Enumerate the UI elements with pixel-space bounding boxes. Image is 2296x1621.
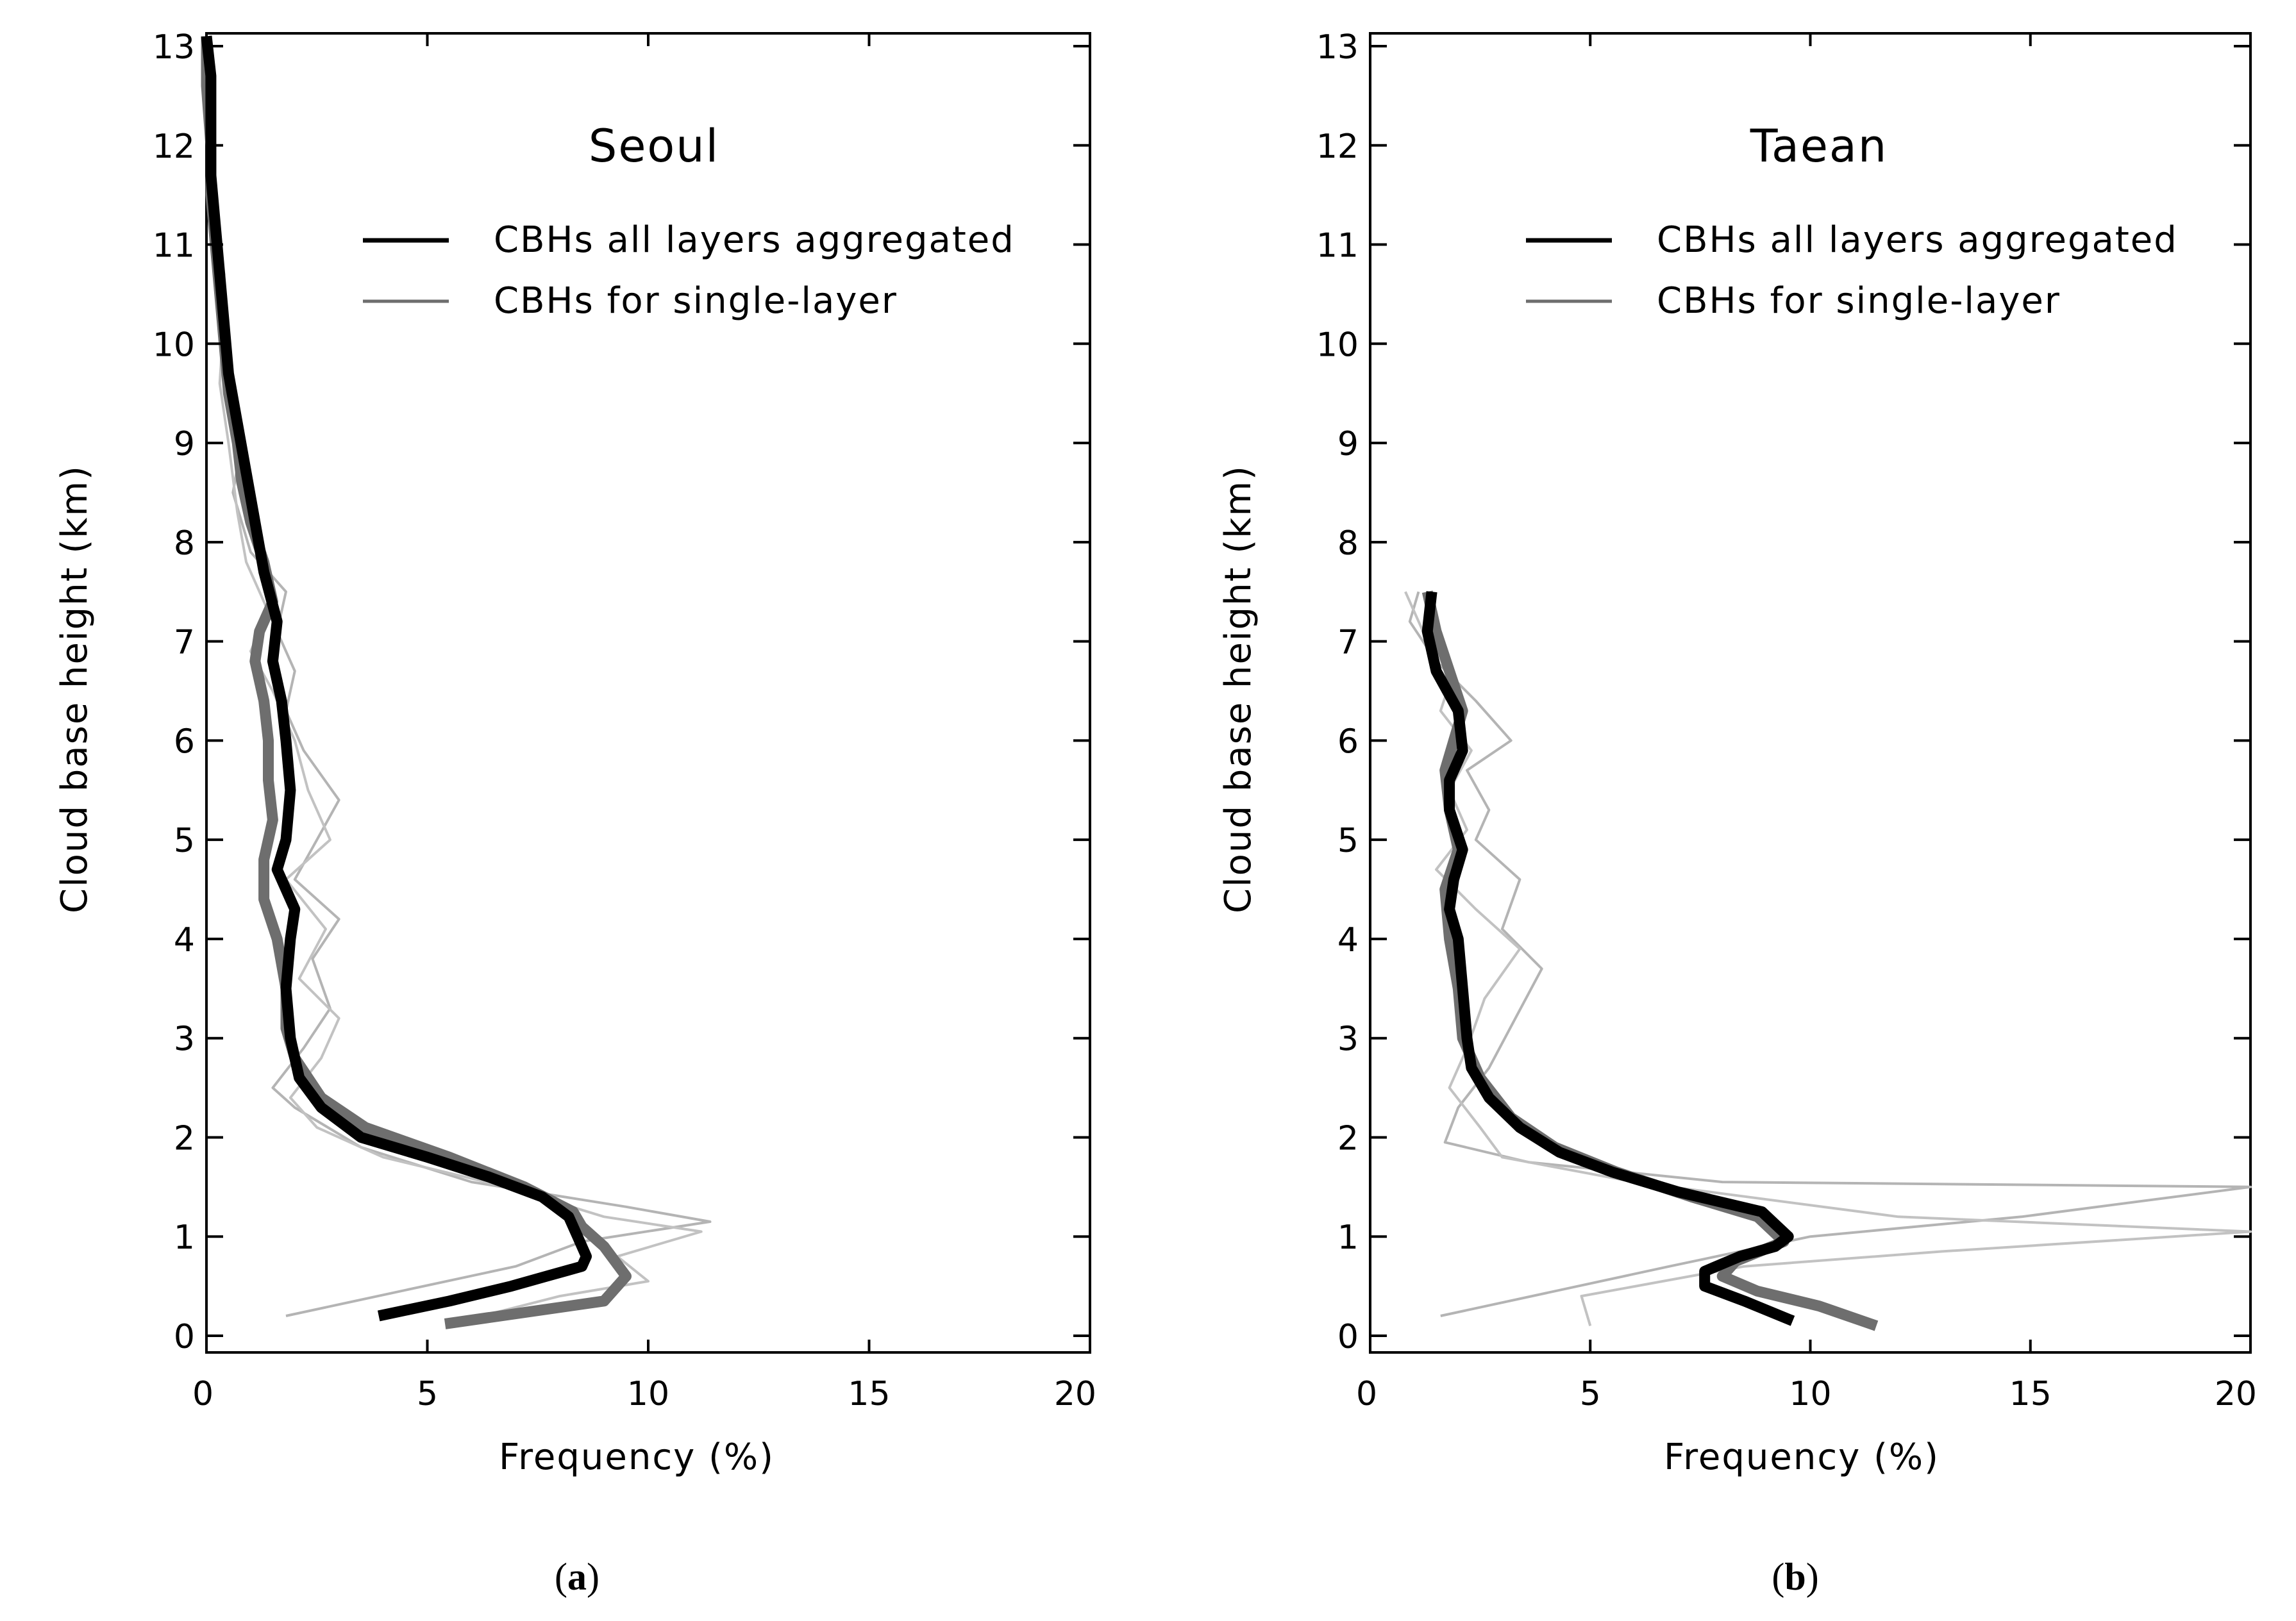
x-tick-label-5-seoul: 5 [417, 1375, 438, 1413]
legend-taean: CBHs all layers aggregated CBHs for sing… [1526, 219, 2178, 322]
chart-title-seoul: Seoul [589, 120, 719, 172]
series-line-cbhs-all-layers-aggregated-taean [1421, 591, 1795, 1326]
y-axis-title-seoul: Cloud base height (km) [54, 465, 96, 913]
y-tick-label-10-seoul: 10 [153, 326, 195, 364]
caption-a: (a) [555, 1556, 599, 1598]
caption-b-close: ) [1806, 1556, 1819, 1598]
y-tick-label-12-seoul: 12 [153, 128, 195, 166]
x-tick-label-15-seoul: 15 [848, 1375, 890, 1413]
y-tick-label-6-seoul: 6 [174, 722, 195, 761]
caption-b: (b) [1772, 1556, 1818, 1598]
y-tick-label-3-seoul: 3 [174, 1020, 195, 1059]
y-tick-label-7-taean: 7 [1337, 624, 1359, 662]
x-tick-label-20-taean: 20 [2215, 1375, 2257, 1413]
x-tick-label-10-taean: 10 [1789, 1375, 1831, 1413]
y-tick-label-1-seoul: 1 [174, 1218, 195, 1257]
y-tick-label-8-taean: 8 [1337, 524, 1359, 563]
caption-b-open: ( [1772, 1556, 1784, 1598]
caption-b-letter: b [1784, 1556, 1806, 1598]
y-tick-label-6-taean: 6 [1337, 722, 1359, 761]
series-line-thin-gray-trace-1-taean [1408, 591, 2252, 1317]
caption-a-open: ( [555, 1556, 567, 1598]
caption-a-letter: a [567, 1556, 587, 1598]
x-tick-label-0-seoul: 0 [192, 1375, 214, 1413]
y-tick-label-9-taean: 9 [1337, 425, 1359, 463]
y-tick-label-0-taean: 0 [1337, 1318, 1359, 1356]
y-tick-label-5-seoul: 5 [174, 822, 195, 860]
y-tick-label-4-seoul: 4 [174, 921, 195, 960]
series-line-cbhs-all-layers-aggregated-seoul [201, 35, 592, 1322]
series-group-taean [1404, 590, 2252, 1331]
y-tick-label-7-seoul: 7 [174, 624, 195, 662]
y-tick-label-11-taean: 11 [1316, 227, 1359, 265]
y-tick-label-13-taean: 13 [1316, 28, 1359, 67]
caption-a-close: ) [587, 1556, 599, 1598]
legend-label-aggregated-seoul: CBHs all layers aggregated [494, 219, 1015, 261]
chart-title-taean: Taean [1750, 120, 1888, 172]
y-tick-label-1-taean: 1 [1337, 1218, 1359, 1257]
y-tick-label-8-seoul: 8 [174, 524, 195, 563]
legend-label-aggregated-taean: CBHs all layers aggregated [1657, 219, 2178, 261]
x-tick-label-0-taean: 0 [1356, 1375, 1377, 1413]
x-tick-label-5-taean: 5 [1580, 1375, 1601, 1413]
x-axis-title-taean: Frequency (%) [1664, 1436, 1940, 1478]
y-axis-title-taean: Cloud base height (km) [1218, 465, 1259, 913]
y-tick-label-3-taean: 3 [1337, 1020, 1359, 1059]
y-tick-label-11-seoul: 11 [153, 227, 195, 265]
y-tick-label-2-taean: 2 [1337, 1119, 1359, 1158]
series-line-cbhs-for-single-layer-taean [1421, 590, 1879, 1331]
y-tick-label-10-taean: 10 [1316, 326, 1359, 364]
y-tick-label-12-taean: 12 [1316, 128, 1359, 166]
x-tick-label-10-seoul: 10 [627, 1375, 669, 1413]
x-axis-title-seoul: Frequency (%) [499, 1436, 775, 1478]
y-tick-label-9-seoul: 9 [174, 425, 195, 463]
y-tick-label-5-taean: 5 [1337, 822, 1359, 860]
y-tick-label-0-seoul: 0 [174, 1318, 195, 1356]
series-group-seoul [201, 35, 712, 1329]
legend-label-single-seoul: CBHs for single-layer [494, 280, 898, 322]
y-tick-label-4-taean: 4 [1337, 921, 1359, 960]
y-tick-label-2-seoul: 2 [174, 1119, 195, 1158]
legend-label-single-taean: CBHs for single-layer [1657, 280, 2061, 322]
x-tick-label-20-seoul: 20 [1054, 1375, 1096, 1413]
y-tick-label-13-seoul: 13 [153, 28, 195, 67]
legend-seoul: CBHs all layers aggregated CBHs for sing… [363, 219, 1015, 322]
x-tick-label-15-taean: 15 [2009, 1375, 2052, 1413]
